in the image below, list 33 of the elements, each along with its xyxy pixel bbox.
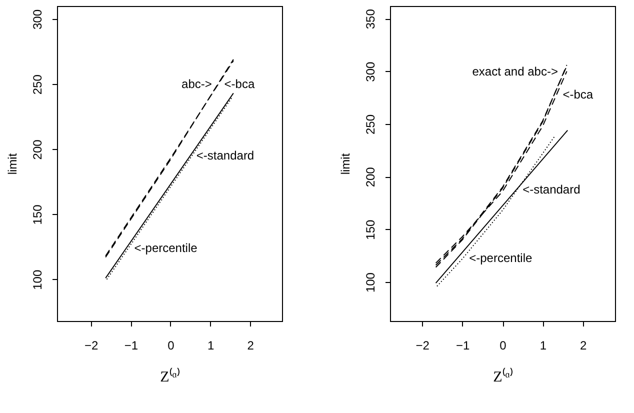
annotation: <-percentile	[134, 241, 198, 256]
annotation: <-standard	[522, 182, 580, 196]
annotation: exact and abc->	[472, 64, 558, 78]
y-axis-title: limit	[338, 152, 352, 175]
x-tick-label: 1	[207, 338, 214, 352]
annotation: <-bca	[224, 77, 255, 92]
x-axis-title: Z⁽ᵅ⁾	[493, 368, 513, 386]
y-tick-label: 150	[364, 220, 378, 240]
x-tick-label: −2	[416, 338, 430, 352]
y-tick-label: 350	[364, 8, 378, 30]
x-tick-label: 2	[580, 338, 588, 352]
y-tick-label: 200	[30, 139, 44, 160]
x-tick-label: −1	[456, 338, 470, 352]
x-tick-label: 0	[168, 338, 175, 352]
x-tick-label: 2	[247, 338, 254, 352]
y-tick-label: 250	[364, 114, 378, 135]
y-tick-label: 250	[30, 74, 44, 95]
x-tick-label: −2	[84, 338, 99, 352]
x-tick-label: 0	[500, 338, 507, 352]
annotation: <-bca	[562, 87, 594, 102]
annotation: <-standard	[196, 148, 254, 163]
annotation: <-percentile	[469, 250, 532, 265]
x-tick-label: −1	[124, 338, 138, 352]
y-tick-label: 100	[30, 270, 44, 290]
y-axis-title: limit	[6, 152, 20, 175]
y-tick-label: 300	[364, 61, 378, 82]
x-tick-label: 1	[540, 338, 547, 352]
y-tick-label: 100	[364, 272, 378, 293]
x-axis-title: Z⁽ᵅ⁾	[160, 368, 180, 386]
y-tick-label: 300	[30, 9, 44, 30]
annotation: abc->	[182, 77, 212, 92]
y-tick-label: 150	[30, 204, 44, 225]
y-tick-label: 200	[364, 166, 378, 188]
